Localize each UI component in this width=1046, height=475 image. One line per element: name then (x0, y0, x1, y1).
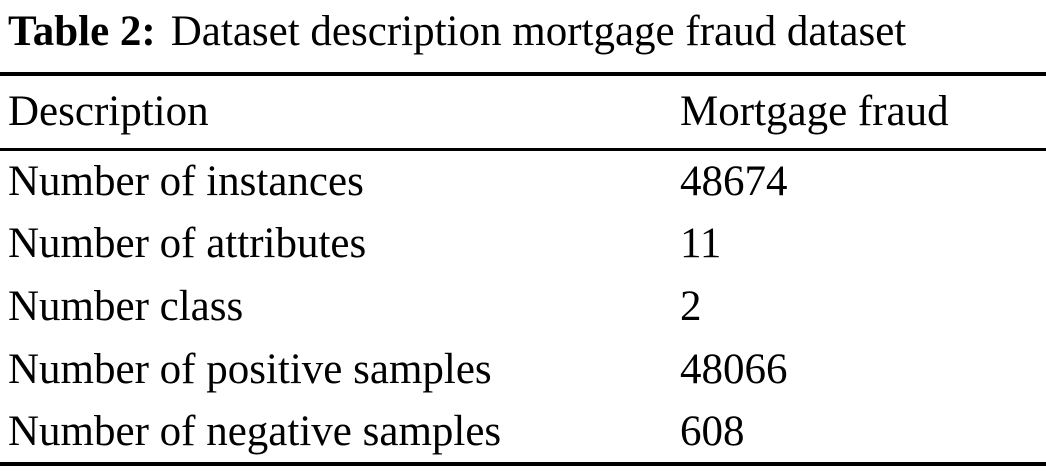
table-row: Number of negative samples 608 (0, 401, 1046, 464)
row-value: 11 (680, 220, 722, 267)
row-value: 48066 (680, 346, 788, 393)
column-header-description: Description (0, 74, 680, 151)
row-label: Number of negative samples (8, 408, 502, 455)
row-label: Number of attributes (8, 220, 367, 267)
table-caption-text: Dataset description mortgage fraud datas… (170, 8, 907, 55)
table-row: Number class 2 (0, 275, 1046, 338)
table-row: Number of positive samples 48066 (0, 338, 1046, 401)
table-row: Number of instances 48674 (0, 149, 1046, 212)
table-row: Number of attributes 11 (0, 212, 1046, 275)
table-caption-label: Table 2: (8, 8, 156, 55)
row-value: 608 (680, 408, 745, 455)
row-value: 2 (680, 283, 702, 330)
row-label: Number of instances (8, 157, 364, 205)
table-caption: Table 2: Dataset description mortgage fra… (8, 4, 1046, 59)
row-value: 48674 (680, 157, 788, 205)
row-label: Number of positive samples (8, 346, 492, 393)
column-header-mortgage-fraud: Mortgage fraud (680, 74, 1046, 151)
row-label: Number class (8, 283, 244, 330)
table-header-row: Description Mortgage fraud (0, 74, 1046, 151)
dataset-description-table: Description Mortgage fraud Number of ins… (0, 72, 1046, 466)
